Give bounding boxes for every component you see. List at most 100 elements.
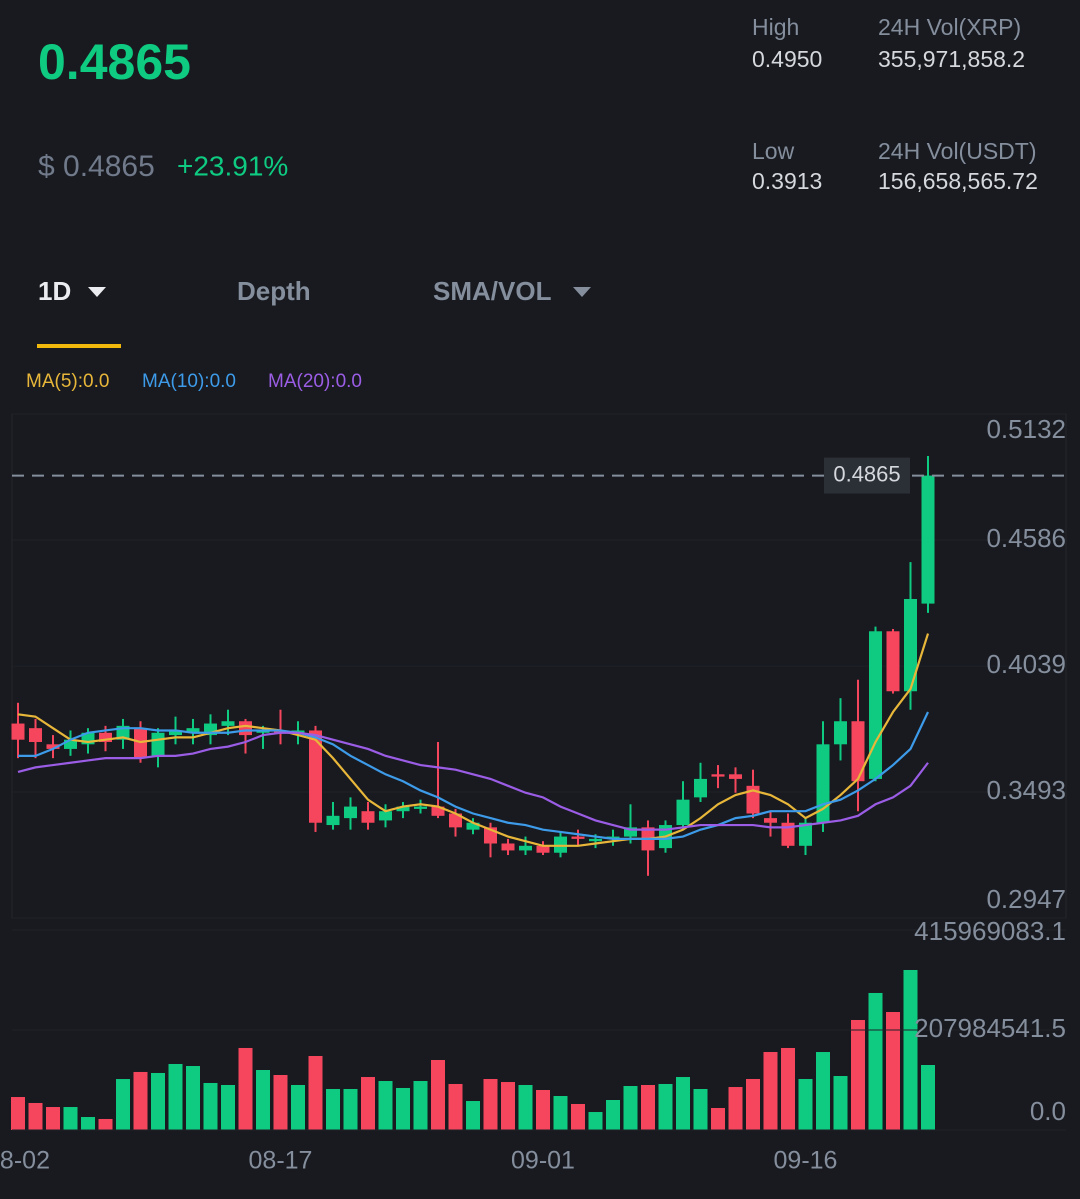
volume-bar	[133, 1071, 148, 1130]
candle-body	[764, 818, 777, 823]
volume-bar	[11, 1097, 25, 1130]
dropdown-arrow[interactable]	[573, 287, 591, 297]
volume-bar	[343, 1088, 358, 1130]
volume-bar	[431, 1059, 445, 1130]
price-change: +23.91%	[177, 150, 288, 181]
volume-bar	[886, 1012, 900, 1130]
volume-bar	[676, 1077, 690, 1130]
volume-bar	[238, 1047, 253, 1130]
candle-body	[799, 822, 812, 846]
candle-body	[571, 836, 585, 839]
candle-body	[904, 598, 917, 692]
candle-body	[326, 815, 340, 826]
candle-body	[99, 732, 112, 743]
ma-line	[17, 633, 930, 847]
candle-body	[221, 721, 235, 726]
ma-line	[18, 711, 929, 840]
volume-bar	[798, 1078, 813, 1130]
y-tick-label: 0.4586	[986, 523, 1066, 553]
y-tick-label: 0.4039	[986, 649, 1066, 679]
volume-bar	[641, 1084, 655, 1130]
stat-label: 24H Vol(USDT)	[878, 138, 1036, 164]
volume-bar	[501, 1082, 515, 1130]
candle-body	[204, 723, 217, 736]
volume-bar	[536, 1089, 550, 1130]
volume-tick-label: 207984541.5	[914, 1013, 1066, 1043]
tab-depth[interactable]: Depth	[237, 276, 311, 306]
y-tick-label: 0.5132	[986, 414, 1066, 444]
volume-bar	[466, 1101, 480, 1130]
volume-bar	[693, 1088, 708, 1130]
stat-value: 355,971,858.2	[878, 46, 1025, 72]
candle-body	[29, 728, 42, 743]
volume-bar	[746, 1078, 760, 1130]
volume-bar	[851, 1019, 865, 1130]
candle-body	[344, 806, 357, 819]
x-tick-label: 09-01	[511, 1147, 575, 1175]
volume-bar	[116, 1079, 130, 1130]
volume-bar	[553, 1096, 568, 1130]
candle-body	[466, 822, 480, 830]
last-price-tag-bg	[824, 457, 910, 494]
legend-entry: MA(20):0.0	[268, 371, 362, 392]
volume-bar	[98, 1118, 113, 1130]
stat-label: High	[752, 14, 799, 40]
dropdown-arrow[interactable]	[88, 287, 106, 297]
candle-body	[536, 845, 550, 853]
candle-body	[711, 774, 725, 777]
candle-body	[169, 730, 182, 736]
volume-bar	[151, 1072, 165, 1130]
stat-value: 0.3913	[752, 168, 822, 194]
volume-bar	[763, 1052, 778, 1130]
volume-tick-label: 415969083.1	[914, 916, 1066, 946]
candle-body	[186, 728, 200, 733]
volume-tick-label: 0.0	[1030, 1096, 1066, 1126]
candle-body	[134, 728, 147, 759]
candle-body	[46, 744, 60, 749]
volume-bar	[781, 1047, 795, 1130]
candle-body	[151, 732, 165, 756]
volume-bar	[413, 1081, 428, 1130]
legend-entry: MA(10):0.0	[142, 371, 236, 392]
tab-underline	[37, 344, 121, 348]
volume-bar	[921, 1064, 935, 1130]
stat-value: 0.4950	[752, 46, 822, 72]
last-price-tag: 0.4865	[833, 461, 900, 486]
candle-body	[11, 723, 25, 740]
candle-body	[239, 721, 252, 736]
stat-label: Low	[752, 138, 795, 164]
volume-bar	[81, 1117, 95, 1130]
volume-bar	[571, 1103, 585, 1130]
volume-bar	[588, 1112, 603, 1130]
volume-bar	[396, 1087, 410, 1130]
stat-label: 24H Vol(XRP)	[878, 14, 1021, 40]
candle-body	[361, 811, 375, 823]
volume-bar	[186, 1066, 200, 1130]
tab-indicator[interactable]: SMA/VOL	[433, 276, 552, 306]
tab-interval[interactable]: 1D	[38, 276, 71, 306]
volume-bar	[658, 1083, 673, 1130]
volume-bar	[711, 1107, 725, 1130]
candle-body	[694, 778, 707, 798]
volume-bar	[168, 1063, 183, 1130]
stat-value: 156,658,565.72	[878, 168, 1038, 194]
x-tick-label: 08-17	[249, 1147, 313, 1175]
volume-bar	[273, 1074, 288, 1130]
volume-bar	[46, 1107, 60, 1130]
candle-body	[869, 631, 882, 779]
candle-body	[729, 774, 742, 779]
last-price: 0.4865	[38, 34, 191, 90]
candle-body	[781, 822, 795, 846]
candle-body	[921, 475, 935, 604]
volume-bar	[623, 1086, 638, 1130]
candle-body	[886, 631, 900, 692]
volume-bar	[256, 1069, 270, 1130]
volume-bar	[833, 1076, 848, 1130]
ma-line	[17, 731, 929, 831]
candle-body	[379, 811, 392, 821]
candle-body	[624, 827, 637, 837]
volume-bar	[903, 969, 918, 1130]
candle-body	[431, 806, 445, 816]
